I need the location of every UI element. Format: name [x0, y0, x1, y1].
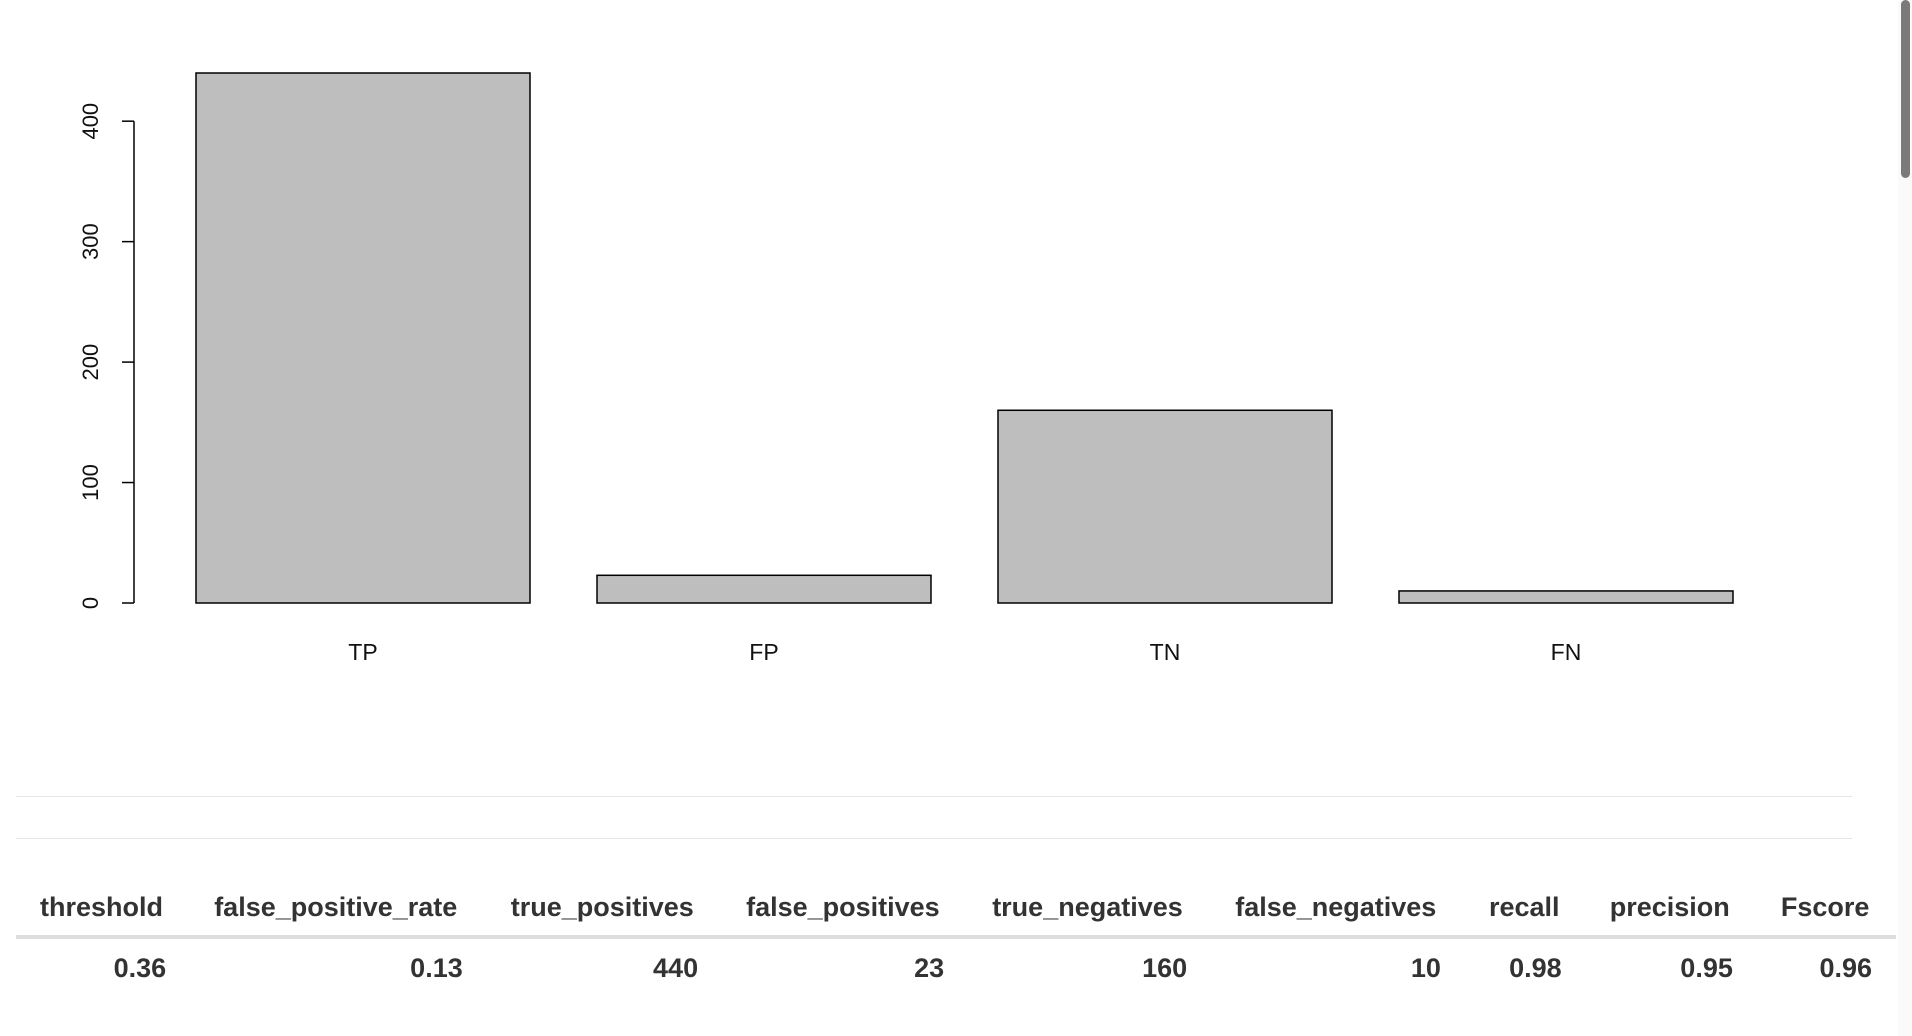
column-header-false-positive-rate: false_positive_rate	[190, 880, 487, 939]
column-header-precision: precision	[1585, 880, 1757, 939]
y-tick-label: 100	[78, 464, 103, 501]
table-cell-false-positive-rate: 0.13	[410, 953, 463, 983]
y-axis: 0 100 200 300 400	[78, 103, 135, 609]
bar-tp	[195, 72, 531, 604]
table-cell-true-positives: 440	[653, 953, 699, 983]
scrollbar-track[interactable]	[1898, 0, 1912, 1036]
table-body: 0.36 0.13 440 23 160 10 0.98 0.95 0.96	[16, 937, 1896, 996]
table-cell-fscore: 0.96	[1819, 953, 1872, 983]
column-header-true-positives: true_positives	[486, 880, 723, 939]
column-header-false-positives: false_positives	[722, 880, 969, 939]
column-header-fscore: Fscore	[1756, 880, 1896, 939]
bar-fp	[596, 574, 932, 604]
y-tick-label: 400	[78, 103, 103, 140]
column-header-true-negatives: true_negatives	[968, 880, 1212, 939]
table-cell-true-negatives: 160	[1142, 953, 1188, 983]
bar-tn	[997, 409, 1333, 604]
y-tick-label: 0	[78, 597, 103, 609]
table-cell-precision: 0.95	[1680, 953, 1733, 983]
column-header-recall: recall	[1464, 880, 1586, 939]
x-tick-label-tp: TP	[348, 639, 377, 665]
table-cell-recall: 0.98	[1509, 953, 1562, 983]
x-tick-label-tn: TN	[1150, 639, 1181, 665]
y-tick-label: 200	[78, 344, 103, 381]
y-tick-label: 300	[78, 223, 103, 260]
metrics-table: threshold false_positive_rate true_positiv…	[16, 880, 1896, 996]
divider-bottom	[16, 838, 1852, 839]
column-header-threshold: threshold	[16, 880, 191, 939]
column-header-false-negatives: false_negatives	[1211, 880, 1465, 939]
table-cell-threshold: 0.36	[113, 953, 167, 983]
scrollbar-thumb[interactable]	[1901, 0, 1910, 178]
table-cell-false-positives: 23	[914, 953, 945, 983]
table-cell-false-negatives: 10	[1410, 953, 1441, 983]
x-tick-label-fp: FP	[749, 639, 778, 665]
bar-chart: 0 100 200 300 400 TP FP TN FN	[78, 72, 1734, 665]
divider-top	[16, 796, 1852, 797]
bars	[195, 72, 1734, 604]
x-axis-labels: TP FP TN FN	[348, 639, 1581, 665]
bar-fn	[1398, 590, 1734, 604]
table-row: 0.36 0.13 440 23 160 10 0.98 0.95 0.96	[16, 937, 1896, 996]
table-header-row: threshold false_positive_rate true_positiv…	[16, 880, 1896, 939]
x-tick-label-fn: FN	[1551, 639, 1582, 665]
